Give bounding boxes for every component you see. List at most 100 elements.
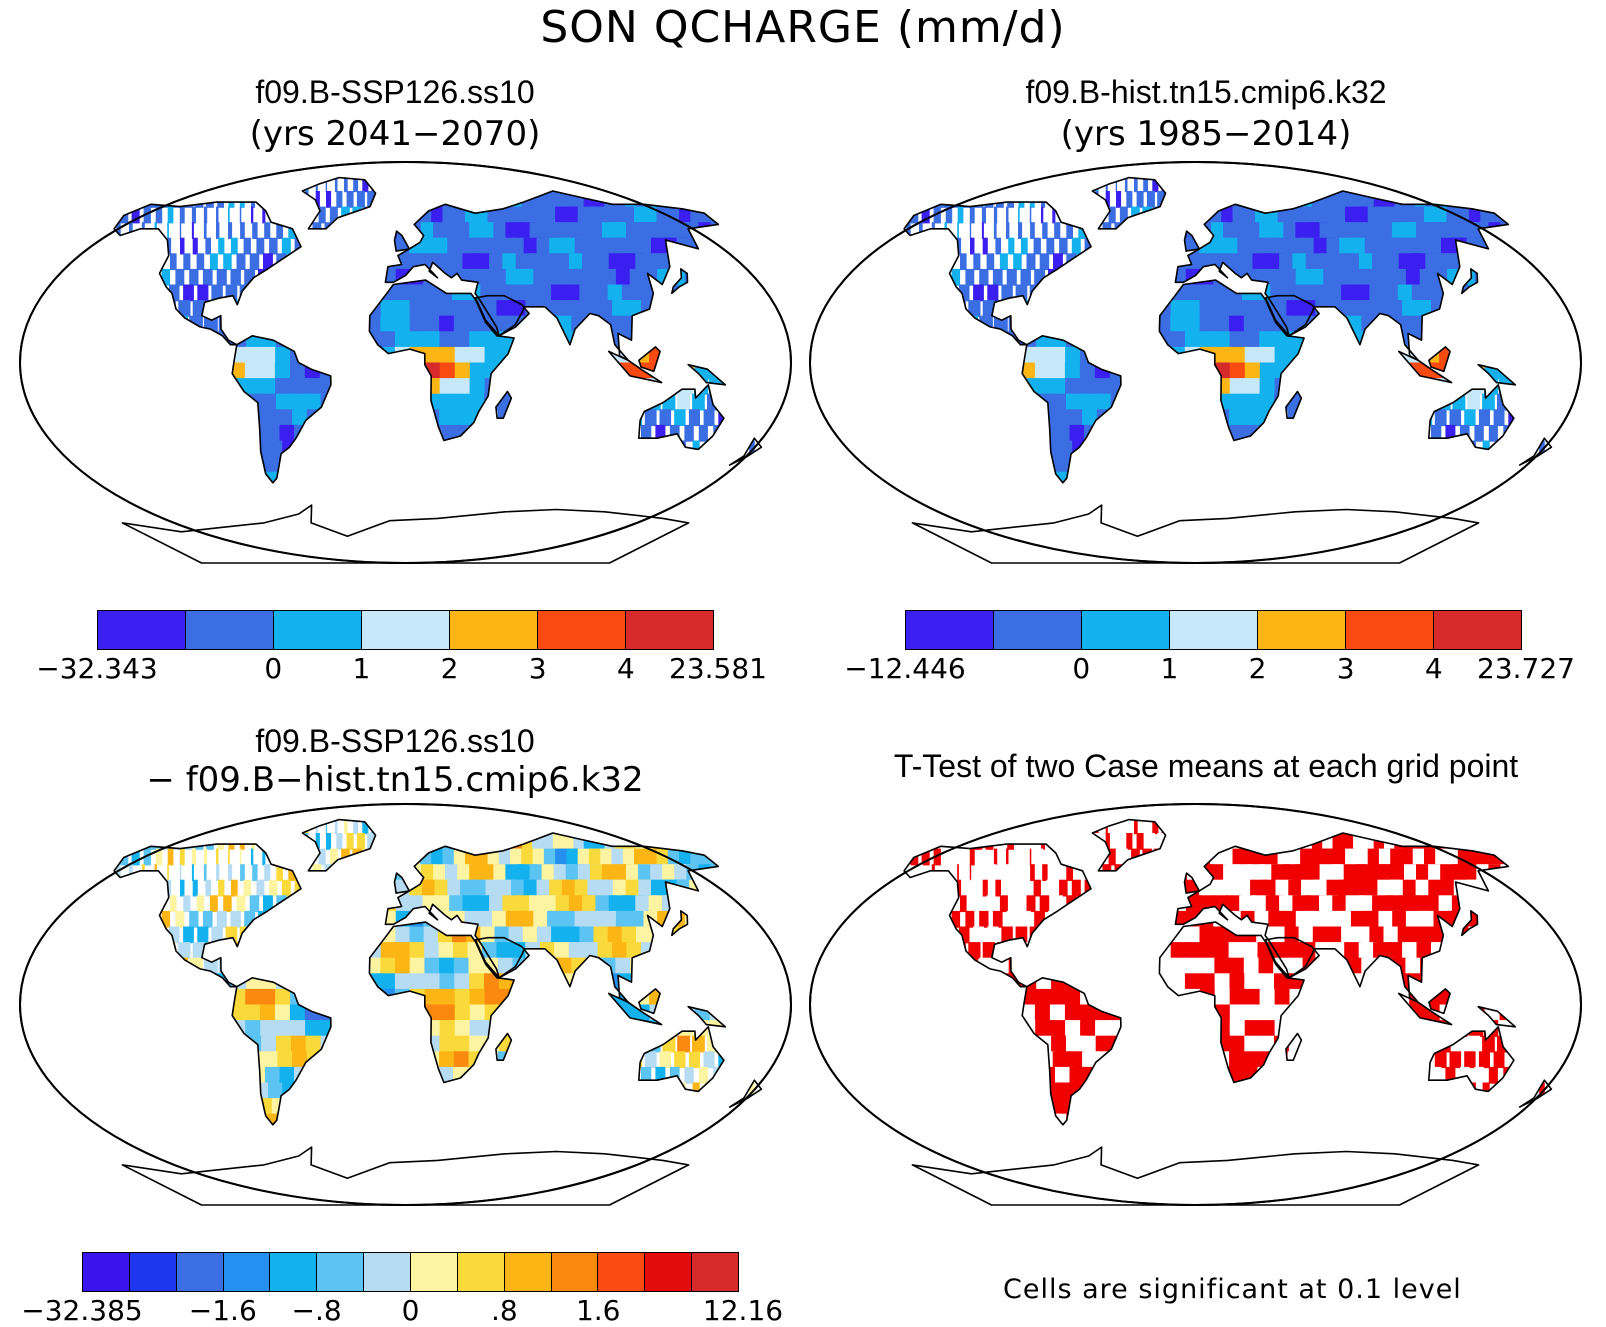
colorbar-swatch [1258,611,1346,649]
colorbar-swatch [692,1253,739,1291]
coastline-southAmerica [1021,977,1122,1126]
colorbar-tick-label: 23.727 [1477,652,1575,685]
coastline-australia [637,1026,725,1093]
coastline-newguinea [1477,1005,1517,1028]
coastline-greenland [1091,176,1167,230]
coastline-northAmerica [113,201,302,346]
colorbar-tick-label: 1 [352,652,371,685]
coastline-uk [1183,872,1201,894]
coastline-newzealand [1518,1079,1553,1108]
panel4-note: Cells are significant at 0.1 level [1003,1274,1462,1305]
coastline-africa [1158,279,1305,442]
coastline-borneo [1428,988,1451,1015]
colorbar-swatch [450,611,538,649]
colorbar-swatch [186,611,274,649]
colorbar-swatch [270,1253,318,1291]
coastline-australia [1427,384,1515,451]
coastline-eurasia [384,190,720,362]
coastline-arabia [474,294,530,337]
map-border [19,803,792,1206]
colorbar-tick-label: −32.343 [36,652,158,685]
coastline-antarctica [121,504,690,564]
coastline-japan [1460,268,1479,295]
coastline-uk [1183,230,1201,252]
coastline-southAmerica [1021,335,1122,484]
panel2-subtitle: (yrs 1985−2014) [1060,114,1352,154]
coastline-antarctica [121,1146,690,1206]
colorbar-tick-label: 2 [440,652,459,685]
colorbar-swatch [83,1253,130,1291]
coastline-eurasia [1174,190,1510,362]
colorbar-swatch [98,611,186,649]
colorbar-swatch [274,611,362,649]
colorbar-tick-label: −12.446 [844,652,966,685]
colorbar-swatch [906,611,994,649]
colorbar-swatch [538,611,626,649]
coastline-southAmerica [231,977,332,1126]
map-border [809,161,1582,564]
panel1-subtitle: (yrs 2041−2070) [249,114,541,154]
colorbar-swatch [1346,611,1434,649]
colorbar-swatch [551,1253,599,1291]
coastline-uk [393,872,411,894]
coastline-southAmerica [231,335,332,484]
colorbar-swatch [223,1253,271,1291]
map-border [809,803,1582,1206]
coastline-indonesia [607,992,663,1026]
coastline-indonesia [607,350,663,384]
colorbar-swatch [598,1253,646,1291]
coastline-arabia [1264,936,1320,979]
panel1-colorbar [97,610,714,650]
colorbar-swatch [176,1253,224,1291]
colorbar-tick-label: 4 [616,652,635,685]
panel4-title: T-Test of two Case means at each grid po… [893,748,1519,784]
colorbar-tick-label: 1.6 [575,1294,621,1327]
colorbar-tick-label: .8 [490,1294,518,1327]
panel3-title: f09.B-SSP126.ss10 [255,723,535,759]
coastline-newguinea [687,1005,727,1028]
coastline-madagascar [1285,390,1303,420]
coastline-arabia [474,936,530,979]
coastline-newzealand [1518,437,1553,466]
colorbar-tick-label: 3 [528,652,547,685]
coastline-australia [637,384,725,451]
colorbar-swatch [994,611,1082,649]
coastline-antarctica [911,504,1480,564]
colorbar-swatch [362,611,450,649]
coastline-borneo [1428,346,1451,373]
colorbar-tick-label: 2 [1248,652,1267,685]
colorbar-swatch [626,611,713,649]
coastline-northAmerica [903,201,1092,346]
coastline-madagascar [495,390,513,420]
coastline-arabia [1264,294,1320,337]
coastline-newzealand [728,437,763,466]
coastline-greenland [301,818,377,872]
colorbar-swatch [364,1253,412,1291]
coastline-madagascar [495,1032,513,1062]
coastline-australia [1427,1026,1515,1093]
panel4-map [809,803,1582,1206]
main-title: SON QCHARGE (mm/d) [540,2,1066,53]
colorbar-tick-label: −32.385 [21,1294,143,1327]
panel1-title: f09.B-SSP126.ss10 [255,74,535,110]
coastline-africa [1158,921,1305,1084]
coastline-madagascar [1285,1032,1303,1062]
colorbar-swatch [504,1253,552,1291]
coastline-africa [368,921,515,1084]
coastline-indonesia [1397,350,1453,384]
coastline-africa [368,279,515,442]
colorbar-tick-label: 0 [264,652,283,685]
colorbar-tick-label: 4 [1424,652,1443,685]
coastline-greenland [1091,818,1167,872]
coastline-japan [670,910,689,937]
colorbar-swatch [1082,611,1170,649]
colorbar-swatch [645,1253,693,1291]
coastline-newguinea [687,363,727,386]
coastline-antarctica [911,1146,1480,1206]
colorbar-swatch [317,1253,365,1291]
coastline-newguinea [1477,363,1517,386]
colorbar-swatch [457,1253,505,1291]
colorbar-swatch [1170,611,1258,649]
panel3-subtitle: − f09.B−hist.tn15.cmip6.k32 [146,760,644,800]
colorbar-swatch [129,1253,177,1291]
